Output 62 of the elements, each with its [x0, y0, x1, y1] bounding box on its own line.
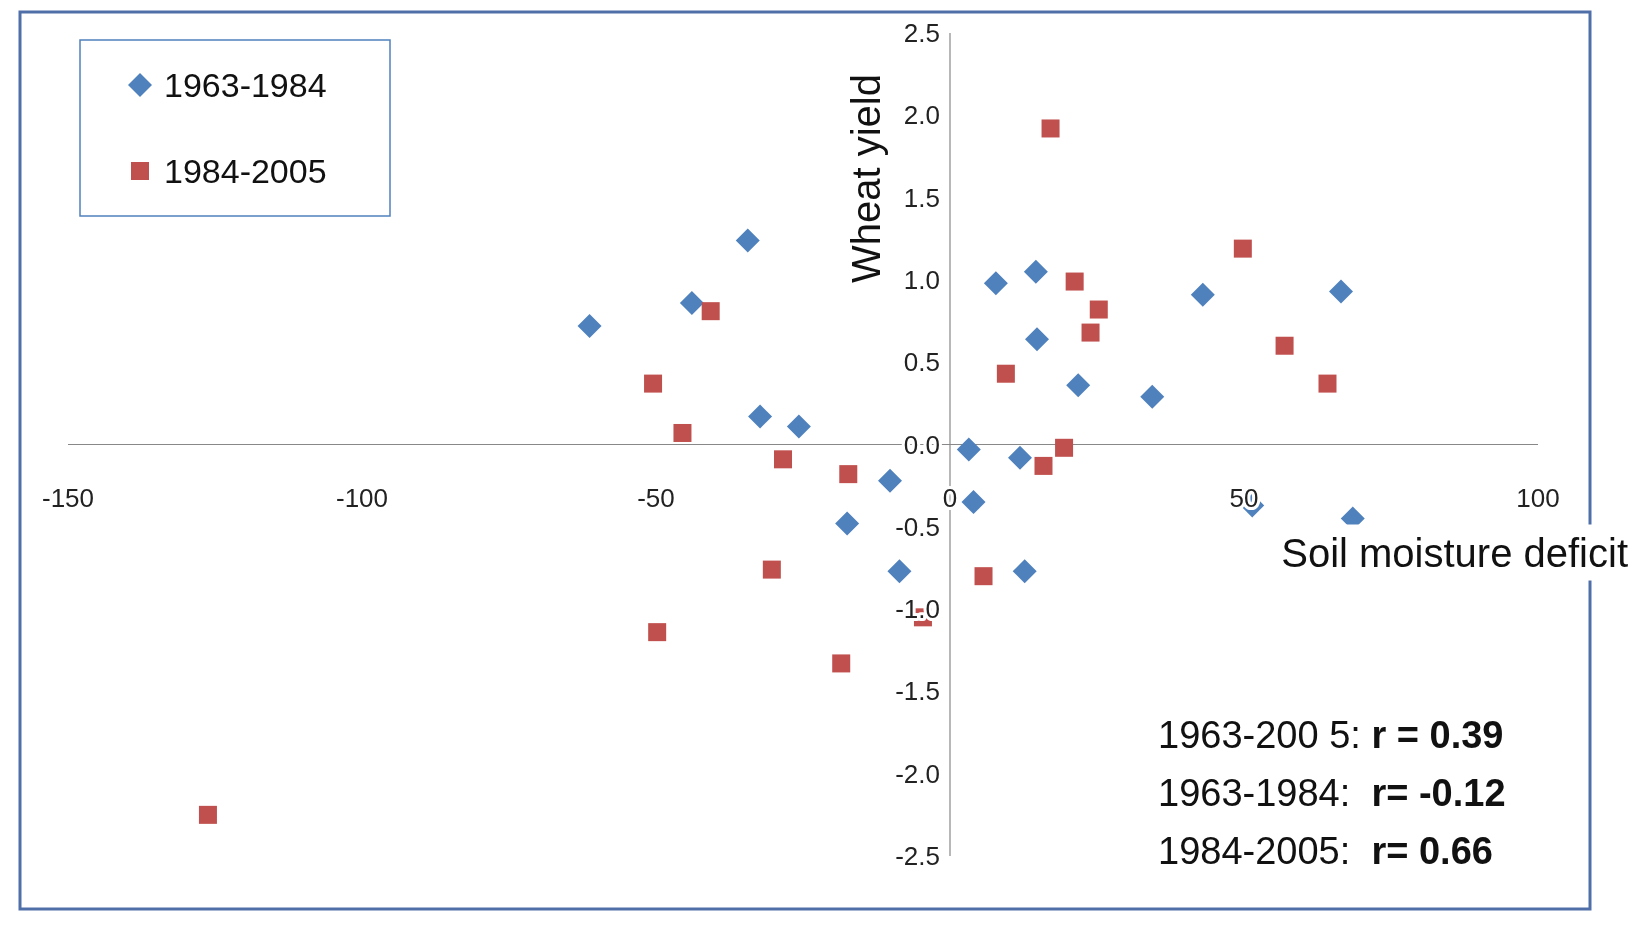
x-tick-label: 0 — [942, 482, 958, 513]
y-tick-label: -1.5 — [895, 676, 940, 707]
legend-label: 1963-1984 — [164, 66, 327, 104]
point — [961, 490, 986, 515]
y-axis-title: Wheat yield — [844, 74, 888, 283]
point — [839, 465, 858, 484]
y-tick-label: 0.5 — [903, 347, 940, 378]
point — [835, 511, 860, 536]
point — [774, 450, 793, 469]
legend-label: 1984-2005 — [164, 152, 327, 190]
point — [198, 805, 217, 824]
point — [1233, 239, 1252, 258]
point — [762, 560, 781, 579]
y-tick-label: 2.5 — [903, 18, 940, 48]
point — [577, 313, 602, 338]
point — [1275, 336, 1294, 355]
point — [1190, 282, 1215, 307]
y-tick-label: -2.0 — [895, 758, 940, 789]
y-tick-label: 1.0 — [903, 264, 940, 295]
y-tick-label: -2.5 — [895, 841, 940, 871]
x-axis-title: Soil moisture deficit — [1281, 530, 1628, 575]
point — [1012, 559, 1037, 584]
x-tick-label: 100 — [1516, 482, 1560, 513]
point — [1023, 259, 1048, 284]
point — [1007, 445, 1032, 470]
annotation: 1963-200 5: r = 0.39 — [1158, 714, 1504, 756]
point — [644, 374, 663, 393]
point — [786, 414, 811, 439]
x-tick-label: -150 — [41, 482, 95, 513]
annotation: 1963-1984: r= -0.12 — [1158, 772, 1506, 814]
point — [974, 567, 993, 586]
point — [701, 302, 720, 321]
y-tick-label: -0.5 — [895, 511, 940, 542]
point — [1041, 119, 1060, 138]
point — [1065, 272, 1084, 291]
y-tick-label: 2.0 — [903, 100, 940, 131]
point — [996, 364, 1015, 383]
point — [956, 437, 981, 462]
point — [648, 623, 667, 642]
annotation: 1984-2005: r= 0.66 — [1158, 830, 1493, 872]
y-tick-label: 1.5 — [903, 182, 940, 213]
y-tick-label: 0.0 — [903, 429, 940, 460]
point — [1066, 373, 1091, 398]
point — [1089, 300, 1108, 319]
y-tick-label: -1.0 — [895, 594, 940, 625]
point — [878, 468, 903, 493]
point — [983, 271, 1008, 296]
point — [748, 404, 773, 429]
point — [1329, 279, 1354, 304]
point — [1055, 438, 1074, 457]
point — [1034, 456, 1053, 475]
point — [1025, 327, 1050, 352]
x-tick-label: -50 — [637, 482, 675, 513]
point — [1081, 323, 1100, 342]
x-tick-label: -100 — [335, 482, 389, 513]
point — [735, 228, 760, 253]
point — [673, 423, 692, 442]
point — [832, 654, 851, 673]
point — [1318, 374, 1337, 393]
point — [679, 290, 704, 315]
point — [887, 559, 912, 584]
point — [1140, 384, 1165, 409]
